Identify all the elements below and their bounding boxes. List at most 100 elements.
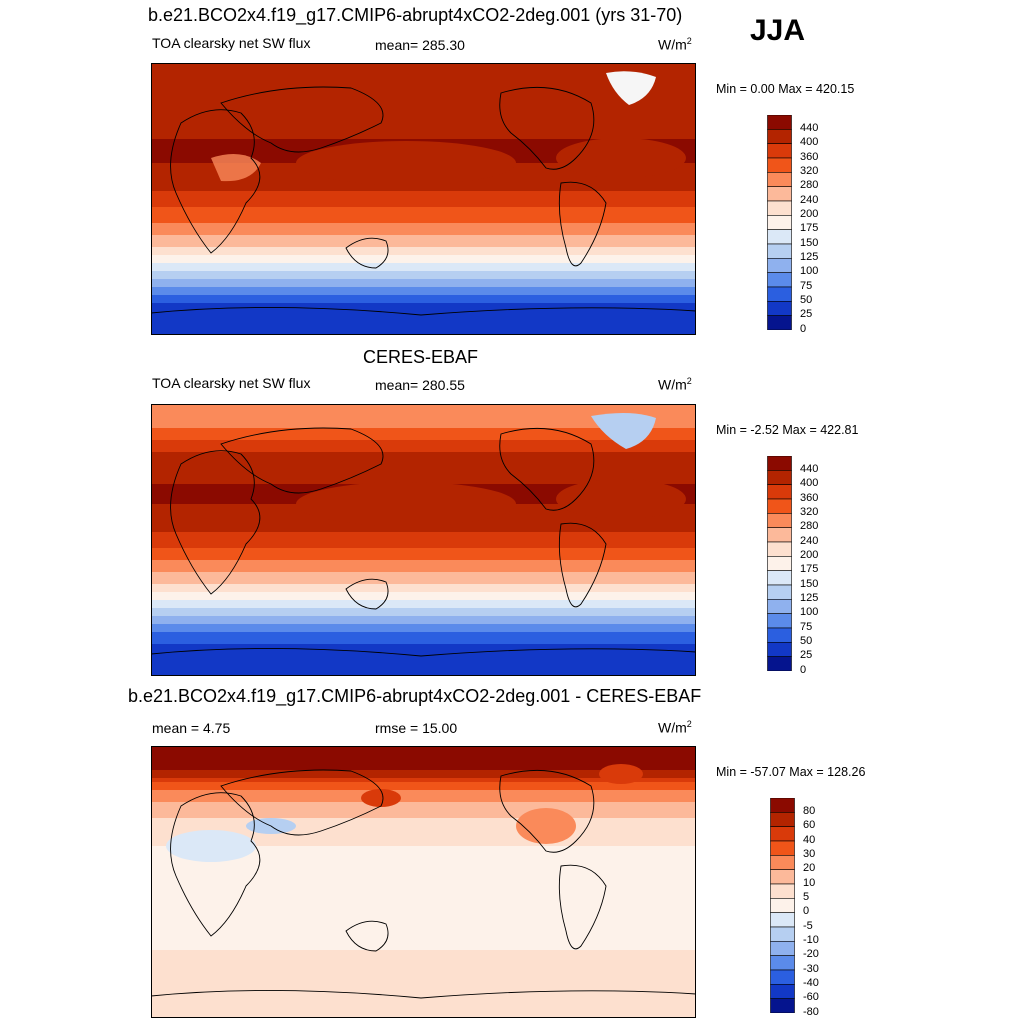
panel3-lat-band: [151, 942, 696, 947]
panel1-colorbar-label: 175: [800, 222, 819, 235]
panel2-lat-band: [151, 444, 696, 449]
panel1-colorbar-swatch: [767, 115, 792, 130]
panel1-colorbar-swatch: [767, 286, 792, 302]
panel2-north-atlantic-max: [556, 479, 686, 519]
panel2-lat-band: [151, 532, 696, 537]
panel1-lat-band: [151, 199, 696, 204]
panel2-lat-band: [151, 456, 696, 461]
panel3-coastlines: [151, 769, 696, 999]
panel3-lat-band: [151, 822, 696, 827]
panel1-lat-band: [151, 243, 696, 248]
panel3-minmax: Min = -57.07 Max = 128.26: [716, 765, 866, 779]
panel3-lat-band: [151, 854, 696, 859]
panel3-colorbar-label: -30: [803, 962, 819, 975]
panel1-lat-band: [151, 295, 696, 300]
panel3-colorbar-label: 80: [803, 805, 816, 817]
panel2-coast-eurasia: [220, 427, 384, 494]
panel2-lat-band: [151, 588, 696, 593]
panel1-lat-band: [151, 263, 696, 268]
panel3-lat-band: [151, 782, 696, 787]
panel1-lat-band: [151, 111, 696, 116]
panel1-colorbar-swatch: [767, 172, 792, 187]
panel3-lat-band: [151, 886, 696, 891]
panel2-colorbar-swatch: [767, 484, 792, 500]
panel3-lat-band: [151, 810, 696, 815]
panel3-map: [151, 746, 696, 1018]
panel3-colorbar-label: -20: [803, 948, 819, 961]
panel2-colorbar-label: 150: [800, 577, 819, 590]
panel2-colorbar-label: 440: [800, 463, 819, 475]
panel3-lat-band: [151, 926, 696, 931]
panel3-kamchatka-anomaly: [361, 789, 401, 807]
panel1-coast-south-america: [558, 181, 607, 267]
panel2-lat-band: [151, 428, 696, 433]
panel2-colorbar-swatch: [767, 656, 792, 671]
panel1-lat-band: [151, 203, 696, 208]
panel2-greenland-ice: [591, 412, 656, 449]
panel3-colorbar-label: -80: [803, 1005, 819, 1018]
panel3-lat-band: [151, 990, 696, 995]
panel1-title: b.e21.BCO2x4.f19_g17.CMIP6-abrupt4xCO2-2…: [148, 5, 683, 25]
panel2-north-pacific-max: [296, 482, 516, 526]
panel2-colorbar-swatch: [767, 498, 792, 514]
panel1-lat-band: [151, 227, 696, 232]
panel1-lat-band: [151, 303, 696, 308]
panel1-lat-band: [151, 123, 696, 128]
panel1-map: [151, 63, 696, 335]
panel2-units: W/m2: [658, 376, 692, 393]
panel2-lat-band: [151, 440, 696, 445]
panel3-coast-north-america: [499, 769, 595, 853]
panel2-lat-band: [151, 616, 696, 621]
panel1-north-atlantic-max: [556, 138, 686, 178]
panel2-lat-band: [151, 648, 696, 653]
panel2-lat-band: [151, 568, 696, 573]
panel2-colorbar-label: 360: [800, 491, 819, 504]
panel1-lat-band: [151, 91, 696, 96]
panel2-bands: [151, 404, 696, 676]
panel3-lat-band: [151, 978, 696, 983]
panel2-colorbar-label: 50: [800, 635, 813, 647]
panel2-lat-band: [151, 660, 696, 665]
panel3-lat-band: [151, 770, 696, 775]
panel2-colorbar-swatch: [767, 513, 792, 528]
panel2-colorbar-swatch: [767, 642, 792, 657]
panel1-lat-band: [151, 131, 696, 136]
panel3-rmse-label: rmse = 15.00: [375, 720, 458, 736]
panel1-map-frame: [151, 63, 696, 335]
panel3-lat-band: [151, 982, 696, 987]
panel3-lat-band: [151, 774, 696, 779]
panel1-lat-band: [151, 299, 696, 304]
panel2-lat-band: [151, 416, 696, 421]
panel3-colorbar-swatch: [770, 912, 795, 928]
panel2-colorbar-label: 125: [800, 592, 819, 604]
panel1-colorbar-swatch: [767, 258, 792, 273]
panel1-lat-band: [151, 95, 696, 100]
panel2-colorbar-label: 175: [800, 563, 819, 576]
panel3-colorbar-swatch: [770, 984, 795, 999]
panel2-lat-band: [151, 556, 696, 561]
panel1-lat-band: [151, 331, 696, 335]
panel2-colorbar-swatch: [767, 570, 792, 586]
panel1-colorbar-swatch: [767, 243, 792, 259]
panel3-coast-antarctica: [151, 990, 696, 999]
panel2-lat-band: [151, 668, 696, 673]
panel3-lat-band: [151, 802, 696, 807]
panel2-lat-band: [151, 612, 696, 617]
panel3-lat-band: [151, 830, 696, 835]
panel3-north-america-positive: [516, 808, 576, 844]
panel3-colorbar-labels: 80 60 40 30 20 10 5 0 -5 -10 -20 -30 -40 -60 -80: [803, 805, 843, 1018]
panel3-lat-band: [151, 826, 696, 831]
panel3-lat-band: [151, 798, 696, 803]
panel3-coast-eurasia: [220, 769, 384, 836]
panel3-lat-band: [151, 1014, 696, 1018]
panel1-lat-band: [151, 135, 696, 140]
panel2-colorbar-label: 240: [800, 534, 819, 547]
panel1-lat-band: [151, 283, 696, 288]
panel2-coast-south-america: [558, 522, 607, 608]
panel3-lat-band: [151, 910, 696, 915]
panel2-lat-band: [151, 524, 696, 529]
panel3-lat-band: [151, 998, 696, 1003]
panel2-lat-band: [151, 464, 696, 469]
panel1-lat-band: [151, 63, 696, 68]
panel1-colorbar-label: 400: [800, 136, 819, 149]
